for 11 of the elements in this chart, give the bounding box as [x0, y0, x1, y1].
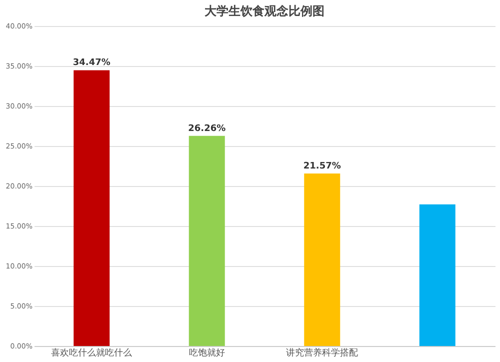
bar [188, 136, 225, 346]
x-tick-label: 吃饱就好 [188, 348, 225, 358]
bar [74, 70, 110, 346]
data-label: 21.57% [303, 161, 341, 172]
chart-title: 大学生饮食观念比例图 [204, 4, 324, 18]
bar [419, 204, 456, 346]
x-tick-label: 讲究营养科学搭配 [286, 348, 358, 358]
data-label: 26.26% [188, 124, 226, 134]
bar [304, 173, 340, 346]
data-label: 34.47% [72, 58, 110, 68]
x-tick-label: 喜欢吃什么就吃什么 [51, 348, 132, 358]
